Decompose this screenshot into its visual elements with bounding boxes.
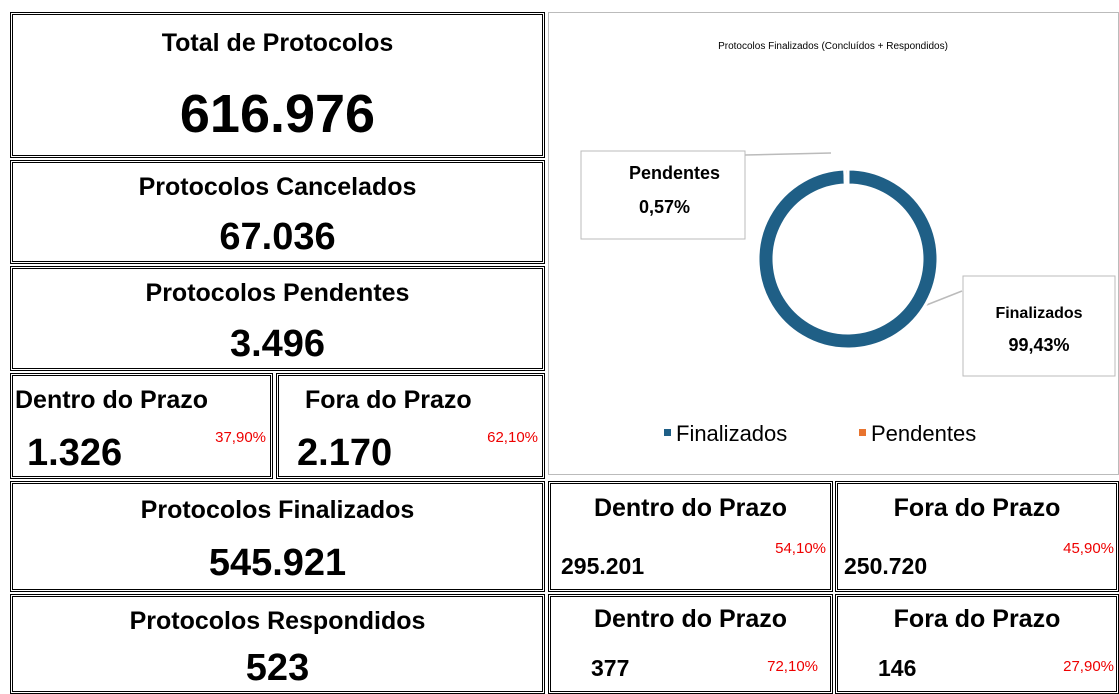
legend-label: Pendentes [871,421,976,446]
total-card: Total de Protocolos 616.976 [10,12,545,158]
chart-title: Protocolos Finalizados (Concluídos + Res… [718,41,948,52]
callout-value: 0,57% [639,197,690,217]
card-title: Protocolos Respondidos [129,607,426,635]
card-value: 146 [878,655,917,681]
card-value: 545.921 [208,542,347,584]
callout-label: Finalizados [995,305,1082,322]
card-value: 1.326 [27,432,123,474]
card-label: Fora do Prazo [305,386,472,414]
card-pct: 54,10% [775,540,826,557]
pendentes-card: Protocolos Pendentes 3.496 [10,266,545,371]
callout-value: 99,43% [1008,335,1069,355]
card-pct: 45,90% [1063,540,1114,557]
finalizados-fora-card: Fora do Prazo 250.720 45,90% [835,481,1119,592]
chart: Protocolos Finalizados (Concluídos + Res… [580,41,1116,446]
respondidos-fora-card: Fora do Prazo 146 27,90% [835,594,1119,694]
card-label: Dentro do Prazo [593,494,788,522]
card-pct: 72,10% [767,658,818,675]
card-pct: 37,90% [215,429,266,446]
card-pct: 62,10% [487,429,538,446]
card-label: Fora do Prazo [893,605,1061,633]
card-label: Dentro do Prazo [15,386,209,414]
card-value: 250.720 [844,553,928,579]
card-title: Total de Protocolos [161,29,394,57]
pendentes-dentro-card: Dentro do Prazo 1.326 37,90% [10,373,273,479]
legend-label: Finalizados [676,421,787,446]
card-value: 616.976 [179,84,376,144]
card-pct: 27,90% [1063,658,1114,675]
card-value: 2.170 [297,432,393,474]
callout-box [962,275,1116,377]
finalizados-dentro-card: Dentro do Prazo 295.201 54,10% [548,481,833,592]
donut-slice [756,167,940,351]
card-title: Protocolos Pendentes [145,279,410,307]
card-value: 295.201 [561,553,645,579]
card-label: Fora do Prazo [893,494,1061,522]
pendentes-fora-card: Fora do Prazo 2.170 62,10% [276,373,545,479]
card-title: Protocolos Finalizados [140,496,415,524]
legend-swatch [859,429,866,436]
card-value: 67.036 [219,216,336,258]
card-value: 523 [245,647,310,689]
callout-box [580,150,746,240]
leader-line [744,152,832,156]
card-label: Dentro do Prazo [593,605,788,633]
card-title: Protocolos Cancelados [138,173,417,201]
respondidos-card: Protocolos Respondidos 523 [10,594,545,694]
cancelados-card: Protocolos Cancelados 67.036 [10,160,545,264]
finalizados-card: Protocolos Finalizados 545.921 [10,481,545,592]
chart-panel: Protocolos Finalizados (Concluídos + Res… [548,12,1119,475]
card-value: 3.496 [229,323,326,365]
donut-slice [843,167,850,187]
respondidos-dentro-card: Dentro do Prazo 377 72,10% [548,594,833,694]
card-value: 377 [591,655,630,681]
legend-swatch [664,429,671,436]
callout-label: Pendentes [629,163,720,183]
